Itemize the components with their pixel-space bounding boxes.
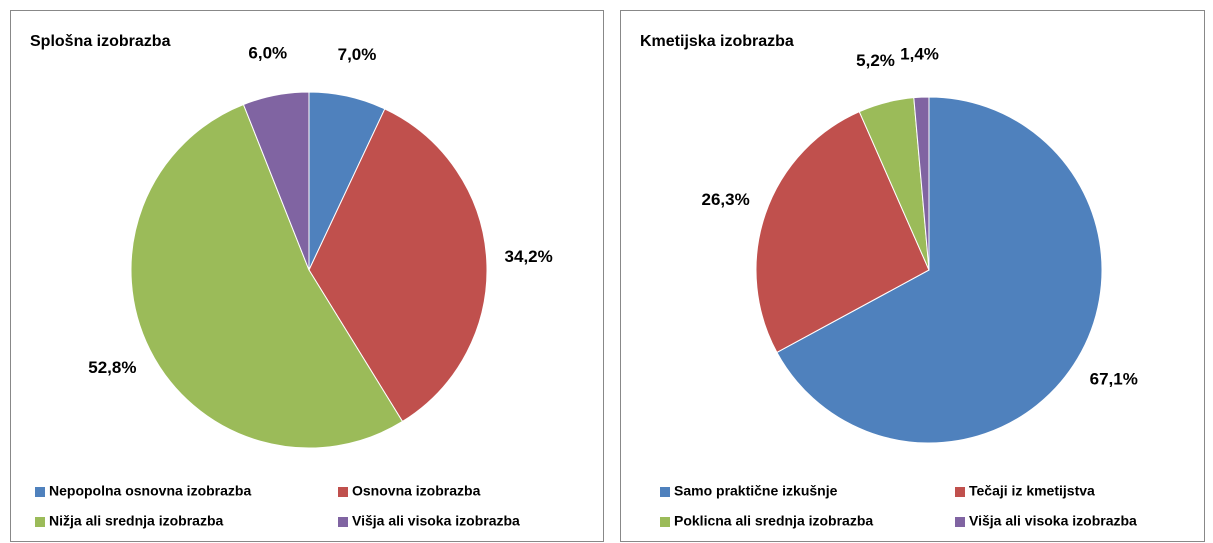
legend-label: Nižja ali srednja izobrazba bbox=[49, 513, 223, 529]
data-label: 1,4% bbox=[900, 45, 939, 64]
data-label: 7,0% bbox=[338, 45, 377, 64]
legend-label: Samo praktične izkušnje bbox=[674, 483, 838, 499]
legend-label: Nepopolna osnovna izobrazba bbox=[49, 483, 251, 499]
data-label: 67,1% bbox=[1090, 370, 1138, 389]
legend-swatch bbox=[955, 517, 965, 527]
legend-swatch bbox=[955, 487, 965, 497]
legend-swatch bbox=[35, 487, 45, 497]
legend-label: Višja ali visoka izobrazba bbox=[352, 513, 520, 529]
legend-label: Osnovna izobrazba bbox=[352, 483, 481, 499]
legend-swatch bbox=[660, 517, 670, 527]
pie-slice bbox=[242, 91, 310, 271]
chart-title: Splošna izobrazba bbox=[30, 33, 171, 50]
legend-swatch bbox=[660, 487, 670, 497]
legend-swatch bbox=[338, 517, 348, 527]
pie-slice bbox=[913, 96, 930, 271]
data-label: 34,2% bbox=[505, 247, 553, 266]
data-label: 6,0% bbox=[248, 43, 287, 62]
pie-slice bbox=[130, 103, 404, 449]
legend-swatch bbox=[35, 517, 45, 527]
data-label: 5,2% bbox=[856, 51, 895, 70]
legend-label: Poklicna ali srednja izobrazba bbox=[674, 513, 873, 529]
data-label: 52,8% bbox=[88, 358, 136, 377]
legend-label: Višja ali visoka izobrazba bbox=[969, 513, 1137, 529]
pie-slice bbox=[776, 96, 1103, 444]
chart-title: Kmetijska izobrazba bbox=[640, 33, 794, 50]
legend-label: Tečaji iz kmetijstva bbox=[969, 483, 1095, 499]
pie-slice bbox=[308, 108, 488, 423]
data-label: 26,3% bbox=[701, 190, 749, 209]
legend-swatch bbox=[338, 487, 348, 497]
